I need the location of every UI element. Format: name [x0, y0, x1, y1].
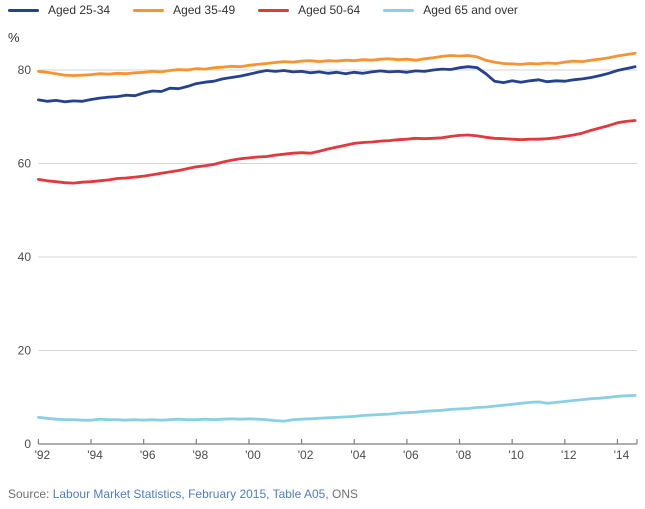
legend-item-aged-50-64[interactable]: Aged 50-64	[258, 3, 360, 17]
x-tick-label: '02	[298, 448, 314, 462]
legend-label: Aged 25-34	[48, 3, 111, 17]
x-tick-label: '06	[403, 448, 419, 462]
y-tick-label: 60	[18, 157, 32, 171]
source-link[interactable]: Labour Market Statistics, February 2015,…	[52, 487, 326, 501]
series-line-aged-65-and-over	[37, 393, 637, 423]
series-line-aged-50-64	[37, 119, 637, 185]
x-tick-label: '12	[561, 448, 577, 462]
x-tick-label: '92	[35, 448, 51, 462]
x-tick-label: '08	[456, 448, 472, 462]
source-suffix: , ONS	[325, 487, 358, 501]
y-tick-label: 80	[18, 63, 32, 77]
legend-item-aged-35-49[interactable]: Aged 35-49	[133, 3, 235, 17]
series-line-aged-25-34	[37, 65, 637, 104]
series-line-aged-35-49	[37, 51, 637, 77]
plot-area: 0 20 40 60 80 '92 '94 '96 '98 '00 '02 '04 '06 '08 '10 '…	[18, 51, 638, 462]
y-tick-label: 20	[18, 344, 32, 358]
y-tick-label: 40	[18, 250, 32, 264]
x-tick-label: '96	[140, 448, 156, 462]
legend: Aged 25-34 Aged 35-49 Aged 50-64 Aged 65…	[8, 3, 541, 17]
source-note: Source: Labour Market Statistics, Februa…	[8, 487, 358, 501]
x-tick-label: '98	[192, 448, 208, 462]
x-tick-label: '94	[87, 448, 103, 462]
legend-line-icon	[258, 8, 290, 12]
x-tick-label: '14	[614, 448, 630, 462]
x-tick-label: '04	[350, 448, 366, 462]
legend-line-icon	[133, 8, 165, 12]
source-prefix: Source:	[8, 487, 53, 501]
legend-item-aged-65-over[interactable]: Aged 65 and over	[383, 3, 518, 17]
legend-line-icon	[383, 8, 415, 12]
legend-label: Aged 65 and over	[423, 3, 518, 17]
y-tick-label: 0	[24, 437, 31, 451]
x-tick-label: '10	[508, 448, 524, 462]
legend-label: Aged 50-64	[298, 3, 361, 17]
legend-label: Aged 35-49	[173, 3, 236, 17]
x-tick-label: '00	[245, 448, 261, 462]
legend-line-icon	[8, 8, 39, 12]
y-axis-unit-label: %	[8, 30, 20, 45]
legend-item-aged-25-34[interactable]: Aged 25-34	[8, 3, 110, 17]
